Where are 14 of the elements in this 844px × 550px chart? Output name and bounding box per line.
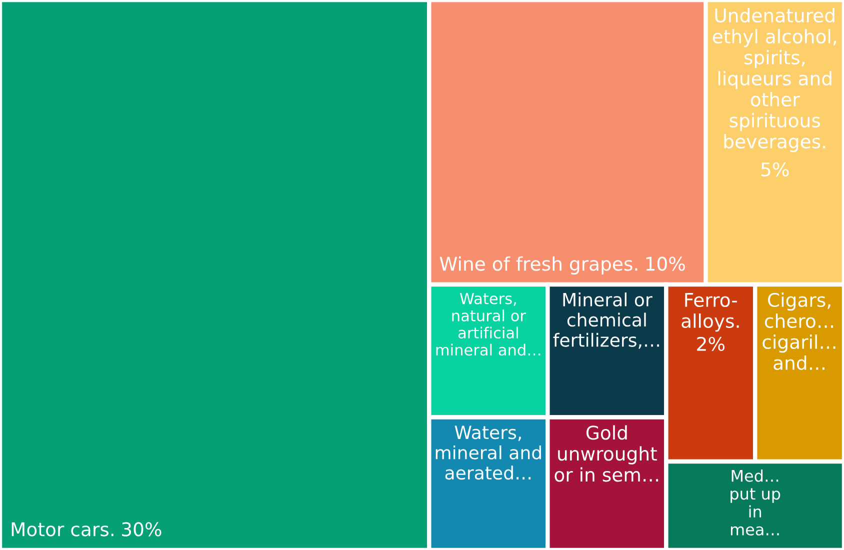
category-label: Motor cars. — [12, 522, 114, 536]
category-label: Gold unwrought or in sem… — [554, 425, 658, 482]
category-label: Med… put up in mea… — [730, 469, 780, 536]
category-label: Waters, mineral and aerated… — [436, 426, 541, 480]
data-label: 30% — [122, 522, 162, 536]
data-label: 10% — [646, 256, 685, 271]
category-label: Mineral or chemical fertilizers,… — [553, 292, 659, 349]
data-label: 2% — [697, 336, 724, 351]
category-label: Cigars, chero… cigaril… and… — [762, 292, 836, 370]
data-label: 5% — [761, 162, 789, 177]
category-label: Ferro- alloys. — [682, 293, 739, 332]
category-label: Waters, natural or artificial mineral and… — [436, 292, 540, 356]
category-label: Undenatured ethyl alcohol, spirits, liqueurs and other spirituous beverages. — [712, 8, 836, 152]
category-label: Wine of fresh grapes. — [440, 256, 638, 274]
